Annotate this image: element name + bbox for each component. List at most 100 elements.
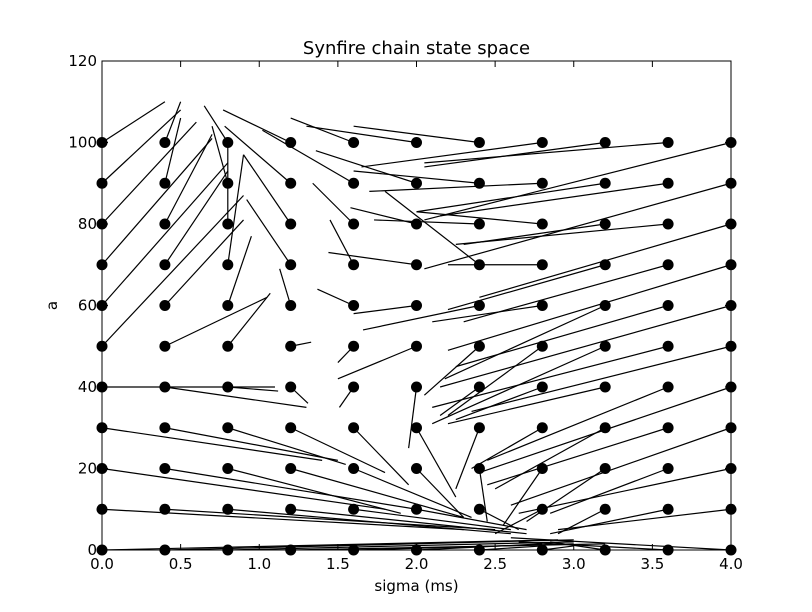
state-marker [473,381,485,393]
x-tick-label: 3.5 [640,555,664,573]
state-marker [159,503,171,515]
trajectory-segment [416,211,543,225]
state-marker [536,422,548,434]
trajectory-segment [353,170,480,184]
trajectory-segment [444,304,606,380]
x-tick-label: 1.5 [326,555,350,573]
trajectory-segment [432,304,543,323]
trajectory-segment [353,304,417,315]
trajectory-segment [222,109,291,144]
state-marker [222,259,234,271]
state-marker [536,503,548,515]
state-marker [285,503,297,515]
state-marker [411,259,422,271]
trajectory-segment [353,543,574,551]
state-marker [662,340,674,352]
trajectory-segment [227,236,252,306]
trajectory-segment [101,109,182,184]
trajectory-segment [549,467,669,514]
state-marker [222,137,234,148]
state-marker [473,218,485,230]
state-marker [662,218,674,230]
state-marker [599,218,611,230]
trajectory-segment [164,539,574,551]
x-tick-label: 0.5 [169,555,193,573]
state-marker [473,503,485,515]
trajectory-segment [550,508,669,535]
state-marker [662,259,674,271]
state-marker [222,422,234,434]
trajectory-segment [494,427,606,490]
state-marker [473,463,485,474]
trajectory-segment [164,170,229,266]
trajectory-segment [224,125,292,184]
trajectory-segment [227,467,401,514]
trajectory-segment [502,468,543,526]
trajectory-segment [384,190,480,266]
state-marker [473,177,485,189]
state-marker [662,300,674,311]
state-marker [411,503,422,515]
state-marker [348,300,360,311]
state-marker [662,463,674,474]
state-marker [662,422,674,434]
state-marker [222,340,234,352]
state-marker [411,340,422,352]
state-marker [473,259,485,271]
y-tick-label: 40 [78,378,97,396]
trajectory-segment [164,101,182,143]
state-marker [348,340,360,352]
trajectory-segment [227,154,245,265]
state-marker [348,503,360,515]
state-marker [285,137,297,148]
trajectory-segment [290,467,464,518]
state-marker [285,381,297,393]
state-marker [348,137,360,148]
trajectory-segment [557,508,606,535]
trajectory-segment [353,125,480,144]
state-marker [599,177,611,189]
trajectory-segment [101,101,166,144]
state-marker [348,218,360,230]
trajectory-segment [164,386,307,408]
state-marker [285,463,297,474]
trajectory-segment [510,427,732,506]
x-tick-label: 2.5 [483,555,507,573]
state-marker [411,463,422,474]
y-axis-title: a [43,301,61,310]
state-marker [536,259,548,271]
state-marker [222,300,234,311]
trajectory-segment [312,182,355,225]
trajectory-segment [101,138,213,266]
trajectory-segment [369,182,543,192]
trajectory-segment [487,427,669,486]
state-marker [473,340,485,352]
state-marker [285,259,297,271]
state-marker [599,381,611,393]
x-tick-label: 1.0 [247,555,271,573]
state-marker [285,177,297,189]
trajectory-segment [455,427,480,490]
trajectory-segment [440,182,669,217]
state-marker [159,422,171,434]
state-marker [348,177,360,189]
state-markers [96,137,737,556]
trajectory-segment [246,199,292,266]
state-marker [348,422,360,434]
state-marker [662,381,674,393]
trajectory-segment [317,288,354,307]
plot-frame [101,60,732,551]
trajectory-segment [362,304,480,331]
state-marker [599,300,611,311]
trajectory-segment [408,386,418,449]
chart-title: Synfire chain state space [303,38,530,59]
trajectory-segment [455,223,669,245]
y-tick-label: 60 [78,297,97,315]
trajectory-segments [101,101,732,551]
state-marker [159,259,171,271]
y-tick-label: 0 [87,541,97,559]
y-tick-label: 100 [68,134,97,152]
state-marker [411,137,422,148]
y-tick-label: 20 [78,460,97,478]
x-tick-label: 3.0 [562,555,586,573]
